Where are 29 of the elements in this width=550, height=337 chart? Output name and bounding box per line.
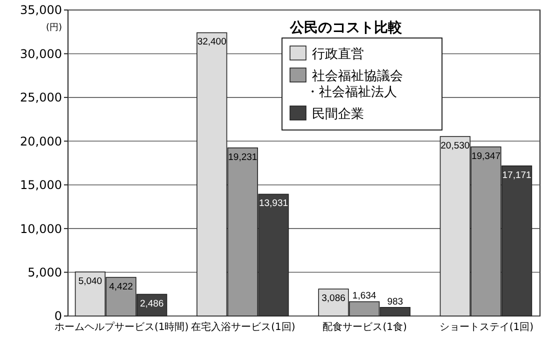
x-tick-label: ホームヘルプサービス(1時間) xyxy=(54,321,189,333)
data-label: 32,400 xyxy=(197,36,226,48)
data-label: 20,530 xyxy=(440,140,470,152)
x-tick-label: 在宅入浴サービス(1回) xyxy=(191,321,296,333)
x-tick-label: ショートステイ(1回) xyxy=(439,322,534,333)
x-tick-label: 配食サービス(1食) xyxy=(322,321,407,333)
data-label: 19,347 xyxy=(471,150,501,162)
y-tick-label: 30,000 xyxy=(20,46,62,61)
data-label: 983 xyxy=(387,296,404,308)
data-label: 1,634 xyxy=(352,290,376,302)
y-tick-label: 35,000 xyxy=(20,3,62,18)
data-label: 3,086 xyxy=(322,293,346,304)
data-label: 19,231 xyxy=(228,152,258,163)
data-label: 17,171 xyxy=(502,170,532,181)
legend-label: 行政直営 xyxy=(312,47,364,62)
legend-label: 民間企業 xyxy=(312,107,364,122)
y-tick-label: 10,000 xyxy=(20,222,62,236)
y-tick-label: 20,000 xyxy=(20,134,62,148)
legend-label: 社会福祉協議会・社会福祉法人 xyxy=(306,69,403,100)
y-axis-title: (円) xyxy=(46,23,62,33)
data-label: 4,422 xyxy=(109,281,133,292)
data-label: 5,040 xyxy=(78,276,102,287)
data-label: 2,486 xyxy=(140,298,164,310)
y-tick-label: 15,000 xyxy=(20,178,62,192)
y-tick-label: 5,000 xyxy=(28,265,62,280)
data-label: 13,931 xyxy=(258,198,288,210)
y-tick-label: 25,000 xyxy=(20,90,62,105)
y-tick-label: 0 xyxy=(54,309,62,324)
text: 公民のコスト比較 xyxy=(289,20,403,36)
